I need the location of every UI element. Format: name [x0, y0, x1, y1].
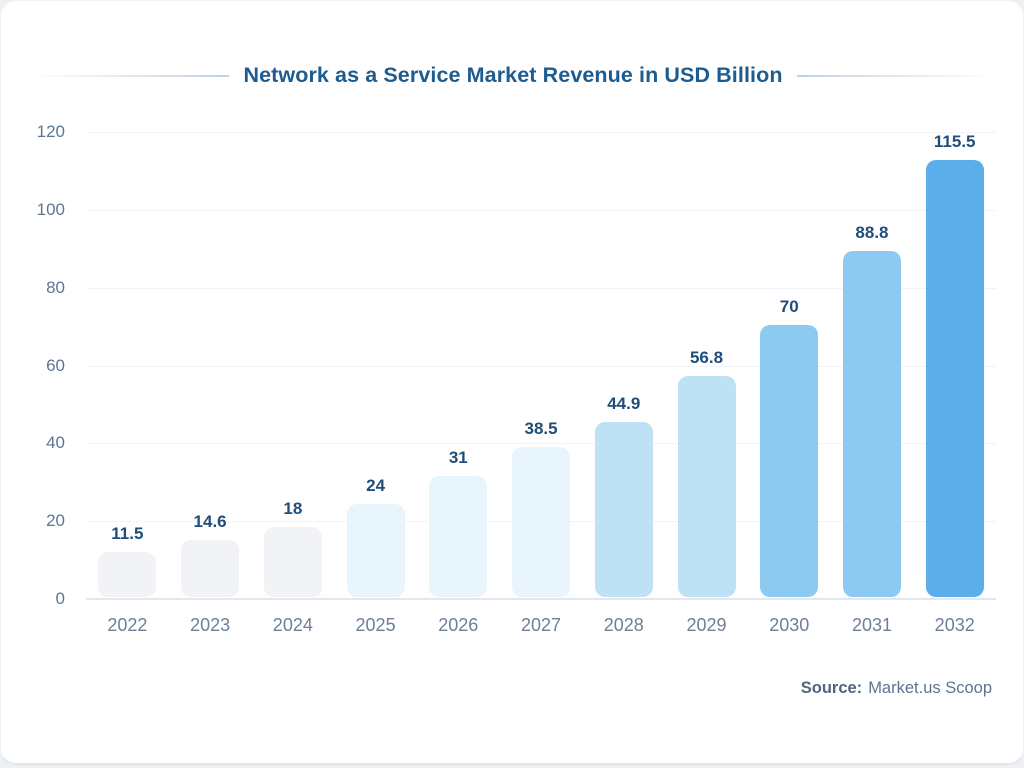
- bar-2029: [677, 375, 736, 597]
- bar-column-2022: 11.5 2022: [86, 132, 169, 635]
- bar-value-label-2026: 31: [448, 448, 468, 468]
- title-divider-left: [31, 74, 230, 77]
- bar-column-2028: 44.9 2028: [582, 132, 665, 635]
- bar-2023: [181, 540, 240, 597]
- plot-area: 11.5 2022 14.6 2023 18 2024 24 2025 31 2026 38.5 20…: [86, 132, 996, 635]
- x-tick-label-2027: 2027: [521, 615, 562, 635]
- x-tick-label-2022: 2022: [107, 615, 148, 635]
- bar-value-label-2025: 24: [366, 475, 386, 495]
- x-tick-label-2030: 2030: [769, 615, 810, 635]
- bar-value-label-2030: 70: [779, 296, 799, 316]
- bar-value-label-2031: 88.8: [855, 223, 889, 243]
- gridline-120: [86, 132, 996, 133]
- bar-column-2026: 31 2026: [417, 132, 500, 635]
- x-tick-label-2023: 2023: [190, 615, 231, 635]
- x-tick-label-2025: 2025: [355, 615, 396, 635]
- x-tick-label-2028: 2028: [603, 615, 644, 635]
- bar-column-2029: 56.8 2029: [665, 132, 748, 635]
- y-tick-label-100: 100: [36, 199, 65, 219]
- bar-2025: [346, 503, 405, 597]
- bar-value-label-2028: 44.9: [607, 394, 641, 414]
- bar-2031: [842, 251, 901, 597]
- gridline-40: [86, 443, 996, 445]
- bar-value-label-2022: 11.5: [111, 524, 144, 544]
- y-tick-label-80: 80: [46, 277, 65, 297]
- y-tick-label-0: 0: [55, 589, 65, 608]
- title-divider-right: [796, 74, 996, 77]
- bar-2026: [429, 476, 488, 597]
- gridline-80: [86, 287, 996, 289]
- bar-2027: [512, 447, 571, 597]
- bar-value-label-2024: 18: [283, 498, 303, 518]
- gridline-0: [86, 598, 996, 600]
- source-value: Market.us Scoop: [868, 679, 992, 697]
- bar-column-2025: 24 2025: [334, 132, 417, 635]
- y-tick-label-120: 120: [36, 122, 65, 141]
- bar-column-2027: 38.5 2027: [500, 132, 583, 635]
- bar-column-2023: 14.6 2023: [169, 132, 252, 635]
- bar-2028: [594, 422, 653, 597]
- bar-column-2024: 18 2024: [251, 132, 334, 635]
- x-tick-label-2026: 2026: [438, 615, 479, 635]
- bar-column-2031: 88.8 2031: [831, 132, 914, 635]
- bar-column-2030: 70 2030: [748, 132, 831, 635]
- bar-2024: [263, 526, 322, 597]
- bar-value-label-2023: 14.6: [193, 512, 227, 532]
- x-tick-label-2031: 2031: [851, 615, 892, 635]
- y-axis: 0 20 40 60 80 100 120: [19, 122, 65, 608]
- bar-2032: [925, 160, 984, 597]
- gridline-100: [86, 209, 996, 211]
- x-tick-label-2032: 2032: [934, 615, 975, 635]
- bar-2022: [98, 552, 157, 597]
- x-tick-label-2024: 2024: [272, 615, 313, 635]
- bar-column-2032: 115.5 2032: [913, 132, 996, 635]
- y-tick-label-40: 40: [46, 433, 65, 453]
- source-note: Source: Market.us Scoop: [801, 679, 992, 698]
- x-tick-label-2029: 2029: [686, 615, 727, 635]
- gridline-60: [86, 365, 996, 367]
- bar-2030: [760, 324, 819, 597]
- chart-title: Network as a Service Market Revenue in U…: [243, 63, 783, 87]
- bar-value-label-2032: 115.5: [933, 132, 976, 151]
- source-label: Source:: [800, 679, 863, 697]
- y-tick-label-60: 60: [46, 355, 65, 375]
- title-row: Network as a Service Market Revenue in U…: [31, 63, 996, 88]
- bar-value-label-2029: 56.8: [689, 347, 724, 367]
- bar-columns: 11.5 2022 14.6 2023 18 2024 24 2025 31 2026 38.5 20…: [86, 132, 996, 635]
- bar-value-label-2027: 38.5: [524, 419, 558, 439]
- y-tick-label-20: 20: [46, 511, 65, 531]
